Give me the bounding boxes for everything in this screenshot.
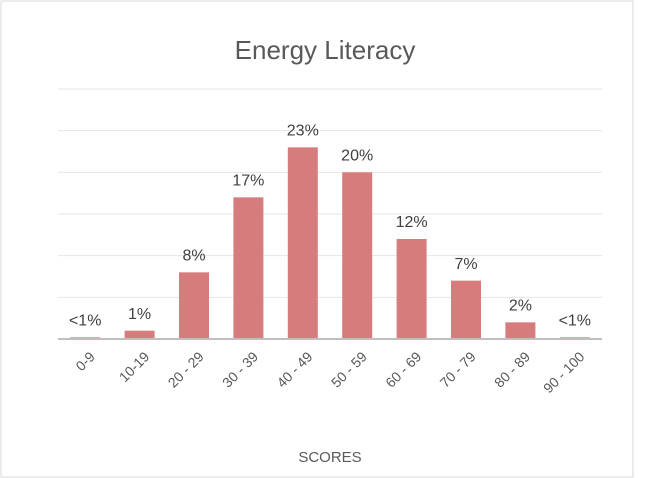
value-label: 23% — [287, 123, 319, 140]
value-label: 1% — [128, 306, 151, 323]
bar — [124, 330, 155, 339]
value-label: 8% — [182, 248, 205, 265]
bar — [505, 322, 536, 339]
chart-title: Energy Literacy — [235, 35, 416, 65]
value-label: 7% — [454, 256, 477, 273]
bar — [287, 147, 318, 339]
bar — [233, 197, 264, 339]
bar — [396, 239, 427, 339]
bar — [451, 280, 481, 339]
value-label: 12% — [396, 214, 428, 231]
value-label: <1% — [69, 313, 101, 330]
value-label: 17% — [232, 173, 264, 190]
x-axis-label: SCORES — [298, 449, 361, 466]
bar — [179, 272, 209, 339]
bar — [342, 172, 373, 339]
value-label: <1% — [559, 313, 591, 330]
value-label: 20% — [341, 148, 373, 165]
value-label: 2% — [509, 298, 532, 315]
